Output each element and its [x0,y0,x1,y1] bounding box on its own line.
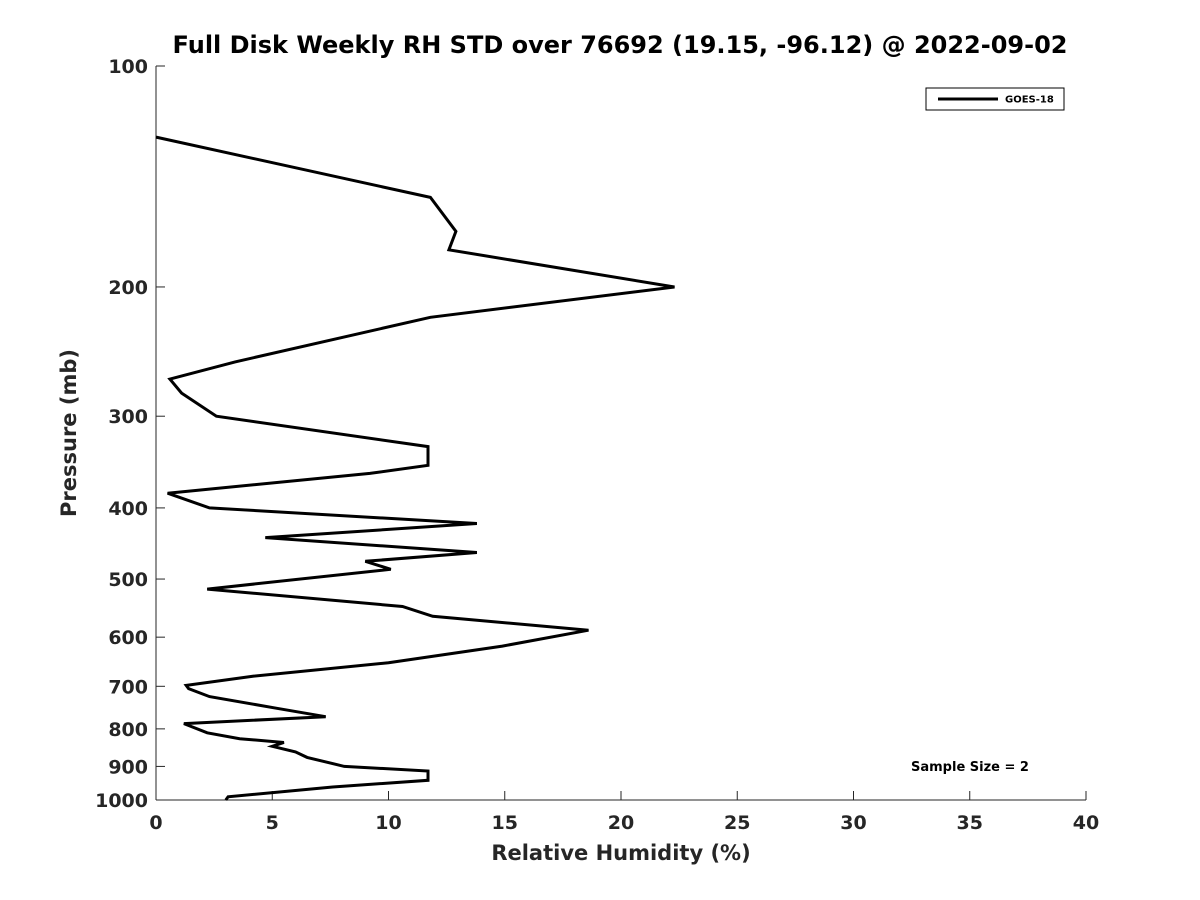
y-tick-label: 500 [108,569,148,591]
x-tick-label: 5 [266,812,279,834]
y-tick-label: 300 [108,406,148,428]
x-tick-label: 25 [724,812,750,834]
x-tick-label: 35 [957,812,983,834]
y-tick-label: 900 [108,756,148,778]
x-tick-label: 20 [608,812,634,834]
y-tick-label: 400 [108,498,148,520]
x-tick-label: 40 [1073,812,1099,834]
chart-title: Full Disk Weekly RH STD over 76692 (19.1… [173,31,1068,59]
y-tick-label: 100 [108,56,148,78]
x-axis-label: Relative Humidity (%) [491,841,750,865]
x-tick-label: 0 [149,812,162,834]
y-tick-label: 800 [108,719,148,741]
y-axis-ticks: 100 200 300 400 500 600 700 800 900 1000 [95,56,165,812]
x-axis-ticks: 0 5 10 15 20 25 30 35 40 [149,791,1099,834]
y-tick-label: 600 [108,627,148,649]
y-axis-label: Pressure (mb) [57,349,81,517]
y-tick-label: 200 [108,277,148,299]
x-tick-label: 30 [840,812,866,834]
plot-area: 0 5 10 15 20 25 30 35 40 100 200 300 400 500 600 700 80… [95,56,1099,834]
y-tick-label: 700 [108,676,148,698]
sample-size-annotation: Sample Size = 2 [911,760,1029,775]
x-tick-label: 15 [492,812,518,834]
legend: GOES-18 [925,87,1065,111]
series-line-goes-18 [155,135,675,801]
x-tick-label: 10 [375,812,401,834]
legend-label: GOES-18 [1005,95,1054,106]
y-tick-label: 1000 [95,790,148,812]
